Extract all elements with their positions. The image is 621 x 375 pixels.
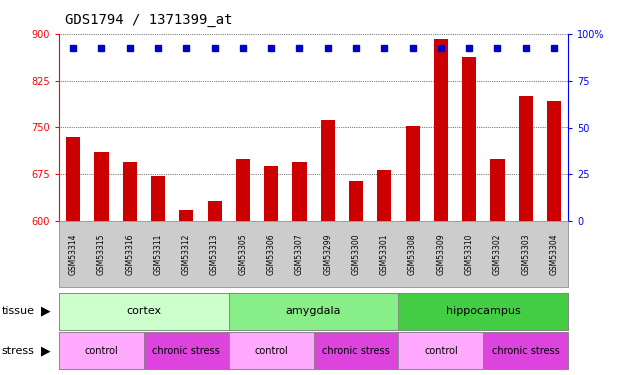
- Text: GSM53306: GSM53306: [266, 233, 276, 275]
- Text: GSM53312: GSM53312: [182, 233, 191, 275]
- Text: control: control: [424, 346, 458, 355]
- Text: GSM53301: GSM53301: [380, 233, 389, 275]
- Text: control: control: [254, 346, 288, 355]
- Bar: [519, 96, 533, 221]
- Bar: [378, 170, 391, 221]
- Bar: [207, 201, 222, 221]
- Bar: [94, 153, 109, 221]
- Text: GDS1794 / 1371399_at: GDS1794 / 1371399_at: [65, 13, 233, 27]
- Text: GSM53311: GSM53311: [153, 233, 163, 275]
- Text: control: control: [84, 346, 119, 355]
- Text: GSM53316: GSM53316: [125, 233, 134, 275]
- Bar: [123, 162, 137, 221]
- Text: GSM53307: GSM53307: [295, 233, 304, 275]
- Bar: [292, 162, 307, 221]
- Bar: [462, 57, 476, 221]
- Text: ▶: ▶: [40, 305, 50, 318]
- Text: amygdala: amygdala: [286, 306, 342, 316]
- Text: GSM53300: GSM53300: [351, 233, 361, 275]
- Text: chronic stress: chronic stress: [152, 346, 220, 355]
- Bar: [349, 181, 363, 221]
- Text: stress: stress: [2, 346, 35, 355]
- Text: GSM53299: GSM53299: [324, 233, 332, 275]
- Bar: [179, 210, 193, 221]
- Bar: [406, 126, 420, 221]
- Text: GSM53302: GSM53302: [493, 233, 502, 275]
- Text: GSM53314: GSM53314: [69, 233, 78, 275]
- Text: GSM53310: GSM53310: [465, 233, 474, 275]
- Text: GSM53305: GSM53305: [238, 233, 247, 275]
- Bar: [151, 176, 165, 221]
- Text: chronic stress: chronic stress: [492, 346, 560, 355]
- Bar: [491, 159, 504, 221]
- Text: tissue: tissue: [2, 306, 35, 316]
- Text: GSM53308: GSM53308: [408, 233, 417, 275]
- Text: cortex: cortex: [126, 306, 161, 316]
- Text: GSM53315: GSM53315: [97, 233, 106, 275]
- Bar: [434, 39, 448, 221]
- Text: chronic stress: chronic stress: [322, 346, 390, 355]
- Bar: [547, 100, 561, 221]
- Text: GSM53313: GSM53313: [210, 233, 219, 275]
- Text: GSM53309: GSM53309: [437, 233, 445, 275]
- Text: GSM53303: GSM53303: [521, 233, 530, 275]
- Bar: [236, 159, 250, 221]
- Bar: [320, 120, 335, 221]
- Text: ▶: ▶: [40, 344, 50, 357]
- Text: hippocampus: hippocampus: [446, 306, 521, 316]
- Text: GSM53304: GSM53304: [550, 233, 558, 275]
- Bar: [264, 166, 278, 221]
- Bar: [66, 137, 80, 221]
